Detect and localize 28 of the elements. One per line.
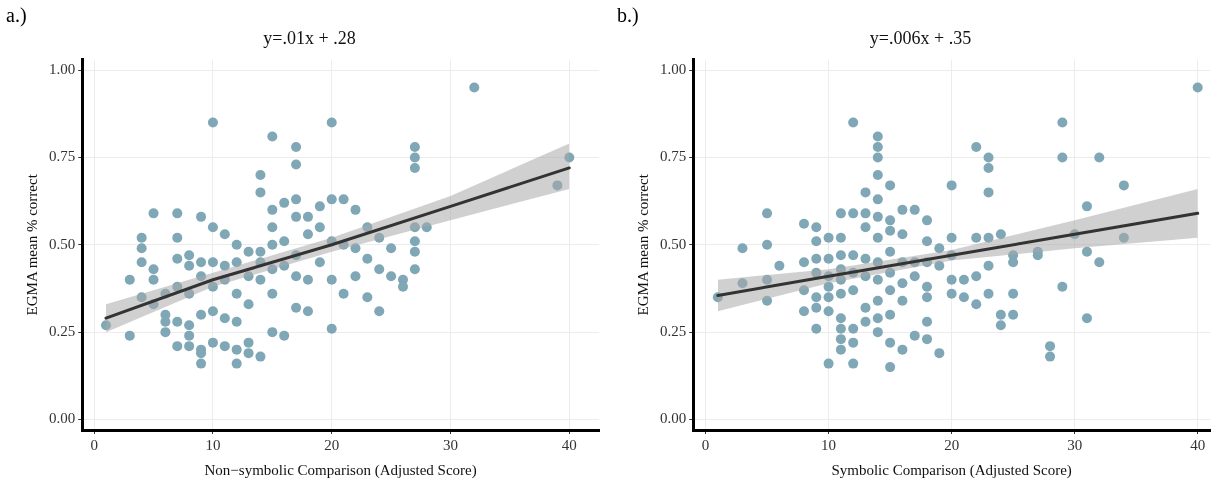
x-tick-label: 20 — [944, 436, 960, 453]
x-axis-title: Non−symbolic Comparison (Adjusted Score) — [204, 461, 477, 479]
y-tick-label: 0.00 — [660, 410, 687, 427]
x-tick-label: 40 — [561, 436, 577, 453]
y-tick-label: 0.25 — [49, 323, 76, 340]
text: a.) — [6, 4, 27, 27]
y-tick-label: 0.75 — [660, 148, 687, 165]
y-axis-title: EGMA mean % correct — [23, 173, 40, 316]
x-tick-label: 30 — [443, 436, 459, 453]
y-tick-label: 1.00 — [49, 61, 76, 78]
x-tick-label: 20 — [324, 436, 340, 453]
y-tick-label: 0.75 — [49, 148, 76, 165]
y-tick-label: 0.50 — [660, 235, 687, 252]
chart-title: y=.01x + .28 — [263, 27, 356, 48]
x-tick-label: 30 — [1067, 436, 1083, 453]
x-tick-label: 10 — [821, 436, 837, 453]
x-tick-label: 0 — [701, 436, 710, 453]
x-tick-label: 40 — [1190, 436, 1206, 453]
y-tick-label: 1.00 — [660, 61, 687, 78]
x-tick-label: 10 — [205, 436, 221, 453]
x-tick-label: 0 — [90, 436, 98, 453]
y-axis-title: EGMA mean % correct — [634, 173, 651, 316]
y-tick-label: 0.50 — [49, 235, 76, 252]
x-axis-title: Symbolic Comparison (Adjusted Score) — [831, 461, 1072, 479]
text: b.) — [617, 4, 639, 27]
chart-title: y=.006x + .35 — [869, 27, 972, 48]
y-tick-label: 0.25 — [660, 323, 687, 340]
y-tick-label: 0.00 — [49, 410, 76, 427]
